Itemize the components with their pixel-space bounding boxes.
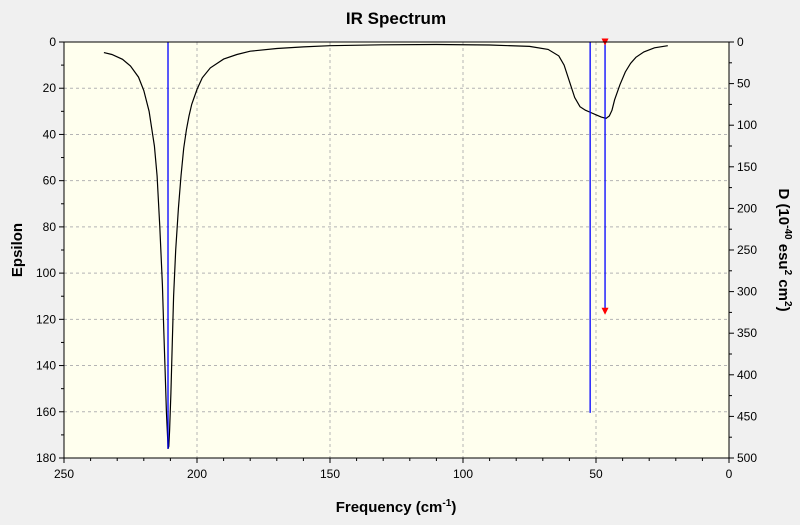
y-right-tick-label: 0 [737, 35, 744, 49]
chart-title: IR Spectrum [346, 9, 446, 28]
y-right-tick-label: 50 [737, 77, 751, 91]
y-left-tick-label: 60 [43, 174, 57, 188]
y-right-label-mid: esu [775, 240, 792, 270]
y-right-label-prefix: D (10 [775, 188, 792, 225]
y-right-label-exp1: -40 [782, 225, 793, 240]
y-right-tick-label: 150 [737, 160, 757, 174]
y-axis-label-right: D (10-40 esu2 cm2) [775, 188, 793, 311]
y-right-label-exp2: 2 [782, 270, 793, 276]
y-left-tick-label: 120 [36, 312, 56, 326]
y-left-tick-label: 140 [36, 359, 56, 373]
y-right-label-suffix: ) [775, 307, 792, 312]
x-axis-label-text: Frequency [336, 499, 413, 516]
y-left-tick-label: 160 [36, 405, 56, 419]
x-axis-label: Frequency (cm-1) [336, 498, 457, 516]
y-left-tick-label: 0 [49, 35, 56, 49]
spectrum-traces [103, 38, 668, 449]
y-left-tick-label: 20 [43, 81, 57, 95]
plot-area [64, 42, 729, 458]
y-axis-label-left: Epsilon [9, 223, 26, 277]
y-left-tick-label: 180 [36, 451, 56, 465]
x-tick-label: 100 [453, 467, 473, 481]
y-right-label-exp3: 2 [782, 301, 793, 307]
x-axis-label-paren-open: ( [412, 499, 421, 516]
x-tick-label: 50 [589, 467, 603, 481]
y-right-tick-label: 350 [737, 326, 757, 340]
x-tick-label: 250 [54, 467, 74, 481]
y-right-tick-label: 100 [737, 118, 757, 132]
y-left-tick-label: 100 [36, 266, 56, 280]
x-axis-label-paren-close: ) [451, 499, 456, 516]
y-right-label-space: cm [775, 275, 792, 301]
y-left-tick-label: 80 [43, 220, 57, 234]
y-left-tick-label: 40 [43, 127, 57, 141]
y-right-tick-label: 500 [737, 451, 757, 465]
x-axis-label-exponent: -1 [442, 498, 451, 509]
axes: 250 200 150 100 50 00204060801001201401601800… [36, 35, 757, 481]
y-right-tick-label: 200 [737, 201, 757, 215]
x-tick-label: 150 [320, 467, 340, 481]
x-tick-label: 200 [187, 467, 207, 481]
y-right-tick-label: 300 [737, 285, 757, 299]
y-right-tick-label: 450 [737, 409, 757, 423]
selection-marker [601, 307, 609, 315]
x-tick-label: 0 [726, 467, 733, 481]
y-right-tick-label: 400 [737, 368, 757, 382]
x-axis-label-unit: cm [421, 499, 443, 516]
y-right-tick-label: 250 [737, 243, 757, 257]
